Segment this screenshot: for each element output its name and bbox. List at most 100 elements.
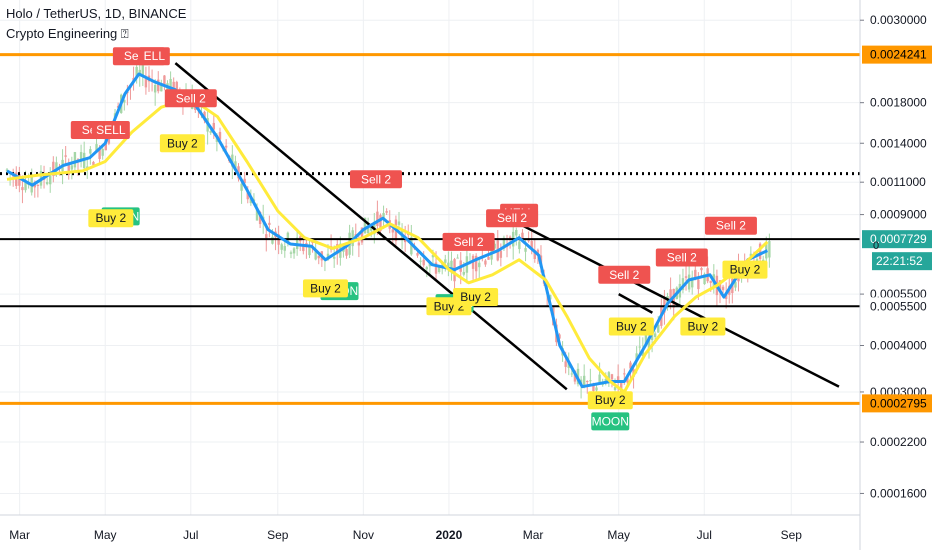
candle-body xyxy=(67,162,70,175)
candle-body xyxy=(163,75,166,86)
candle-body xyxy=(286,232,290,242)
candle-body xyxy=(616,376,620,382)
candle-body xyxy=(70,165,74,170)
indicator-name[interactable]: Crypto Engineering ⍰ xyxy=(6,26,129,41)
candle-body xyxy=(243,178,246,184)
candle-body xyxy=(98,148,101,159)
candle-body xyxy=(694,269,697,280)
candle-body xyxy=(521,232,524,240)
candle-body xyxy=(697,279,700,290)
candle-body xyxy=(89,149,92,154)
candle-body xyxy=(363,217,367,234)
time-tick-label: 2020 xyxy=(436,528,463,542)
buy-signal-label xyxy=(159,134,205,153)
candle-body xyxy=(434,262,438,274)
time-tick-label: May xyxy=(94,528,117,542)
candle-body xyxy=(144,78,148,88)
candle-body xyxy=(515,229,518,236)
candle-body xyxy=(564,361,567,367)
candle-body xyxy=(437,266,441,273)
candle-body xyxy=(308,246,311,256)
countdown-text: 22:21:52 xyxy=(876,254,923,268)
price-tick-label: 0.0011000 xyxy=(870,175,926,189)
candle-body xyxy=(302,246,305,252)
candle-body xyxy=(79,152,83,162)
sell-signal-text: Sell 2 xyxy=(176,91,206,105)
candle-body xyxy=(592,384,595,391)
candle-body xyxy=(18,174,21,186)
candle-body xyxy=(761,259,765,262)
price-tick-label: 0.0001600 xyxy=(870,486,927,500)
buy-signal-text: Buy 2 xyxy=(460,290,491,304)
candle-body xyxy=(292,248,296,254)
time-tick-label: Mar xyxy=(523,528,544,542)
partial-axis-label: 0 xyxy=(873,240,879,252)
candle-body xyxy=(212,122,216,130)
candle-body xyxy=(135,66,138,79)
price-tick-label: 0.0009000 xyxy=(870,208,927,222)
candle-body xyxy=(644,335,648,346)
candle-body xyxy=(169,78,172,93)
candle-body xyxy=(370,225,373,231)
buy-signal-text: Buy 2 xyxy=(167,136,198,150)
candle-body xyxy=(36,184,40,186)
trendline xyxy=(618,293,653,314)
buy-signal-label xyxy=(722,260,768,279)
candle-body xyxy=(490,243,493,260)
candle-body xyxy=(657,324,660,333)
slow-ma-line xyxy=(6,96,769,394)
moon-signal-text: MOON xyxy=(592,414,629,428)
candle-body xyxy=(474,255,478,272)
buy-signal-text: Buy 2 xyxy=(95,211,126,225)
candle-body xyxy=(484,260,487,265)
candle-body xyxy=(734,281,737,288)
candle-body xyxy=(422,259,425,266)
candle-body xyxy=(629,362,632,369)
price-tick-label: 0.0030000 xyxy=(870,13,927,27)
time-tick-label: May xyxy=(607,528,630,542)
sell-signal-label xyxy=(442,232,495,251)
sell-signal-label xyxy=(655,248,708,267)
candle-body xyxy=(240,183,243,191)
candle-body xyxy=(123,99,126,103)
candle-body xyxy=(709,280,712,283)
candle-body xyxy=(635,353,638,361)
price-level-tag-text: 0.0002795 xyxy=(870,396,927,410)
price-level-tag xyxy=(862,45,932,64)
candle-body xyxy=(586,381,589,383)
price-level-tag-text: 0.0005500 xyxy=(870,299,927,313)
candle-body xyxy=(55,162,58,172)
candle-body xyxy=(487,256,490,260)
candle-body xyxy=(218,131,222,140)
candle-body xyxy=(610,374,614,380)
candle-body xyxy=(533,250,536,259)
candle-body xyxy=(595,387,598,391)
candle-body xyxy=(508,236,512,239)
price-axis-panel xyxy=(860,0,932,550)
sell-signal-text: Sell 2 xyxy=(716,219,746,233)
time-tick-label: Sep xyxy=(267,528,289,542)
candle-body xyxy=(289,252,293,254)
candle-body xyxy=(271,236,274,244)
candle-body xyxy=(721,286,725,291)
candle-body xyxy=(502,237,506,249)
candle-body xyxy=(530,241,533,249)
candle-body xyxy=(416,253,419,256)
candle-body xyxy=(758,243,762,259)
candle-body xyxy=(444,259,447,263)
buy-signal-label xyxy=(608,317,654,336)
candle-body xyxy=(64,155,67,157)
candle-body xyxy=(357,242,361,246)
candle-body xyxy=(280,244,283,250)
time-tick-label: Mar xyxy=(9,528,30,542)
price-level-tag xyxy=(862,230,932,249)
price-level-tag-text: 0.0024241 xyxy=(870,48,927,62)
candle-body xyxy=(431,254,435,258)
sell-signal-label xyxy=(598,265,651,284)
candle-body xyxy=(558,334,561,339)
sell-signal-text: Sell 2 xyxy=(609,268,639,282)
candle-body xyxy=(749,253,753,257)
buy-signal-text: Buy 2 xyxy=(310,281,341,295)
candle-body xyxy=(638,346,641,348)
